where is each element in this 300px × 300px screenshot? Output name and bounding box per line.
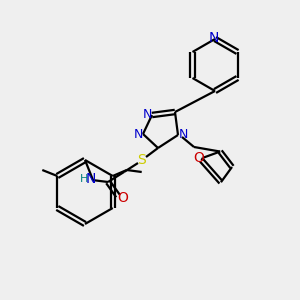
Text: O: O [194, 151, 204, 165]
Text: N: N [209, 31, 219, 45]
Text: N: N [142, 107, 152, 121]
Text: S: S [138, 153, 146, 167]
Text: O: O [118, 191, 128, 205]
Text: H: H [80, 174, 88, 184]
Text: N: N [178, 128, 188, 142]
Text: N: N [133, 128, 143, 140]
Text: N: N [86, 172, 96, 186]
